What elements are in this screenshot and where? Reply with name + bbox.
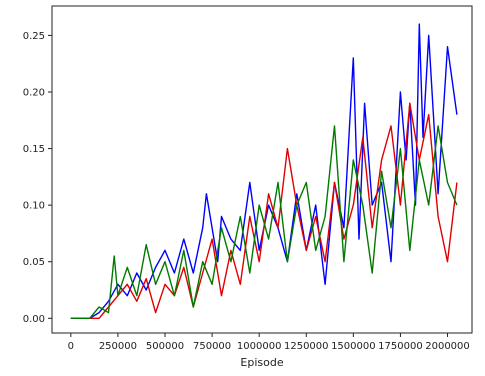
x-tick-label: 0 [68, 341, 74, 352]
x-tick-label: 500000 [146, 341, 184, 352]
x-tick-label: 1250000 [284, 341, 329, 352]
y-tick-label: 0.05 [23, 257, 45, 268]
x-tick-label: 1500000 [331, 341, 376, 352]
y-axis: 0.00 0.05 0.10 0.15 0.20 0.25 [23, 31, 52, 325]
series-line-2 [70, 125, 458, 319]
x-axis-title: Episode [240, 356, 283, 369]
x-tick-label: 1000000 [237, 341, 282, 352]
y-tick-label: 0.25 [23, 31, 45, 42]
x-axis: 0 250000 500000 750000 1000000 1250000 1500000… [68, 333, 470, 352]
x-tick-label: 250000 [99, 341, 137, 352]
x-tick-label: 750000 [193, 341, 231, 352]
y-tick-label: 0.10 [23, 201, 45, 212]
series-layer [70, 23, 458, 319]
plot-area [51, 5, 473, 334]
x-tick-label: 2000000 [425, 341, 470, 352]
y-tick-label: 0.20 [23, 87, 45, 98]
y-tick-label: 0.00 [23, 314, 45, 325]
x-tick-label: 1750000 [378, 341, 423, 352]
series-line-0 [70, 23, 458, 319]
y-tick-label: 0.15 [23, 144, 45, 155]
